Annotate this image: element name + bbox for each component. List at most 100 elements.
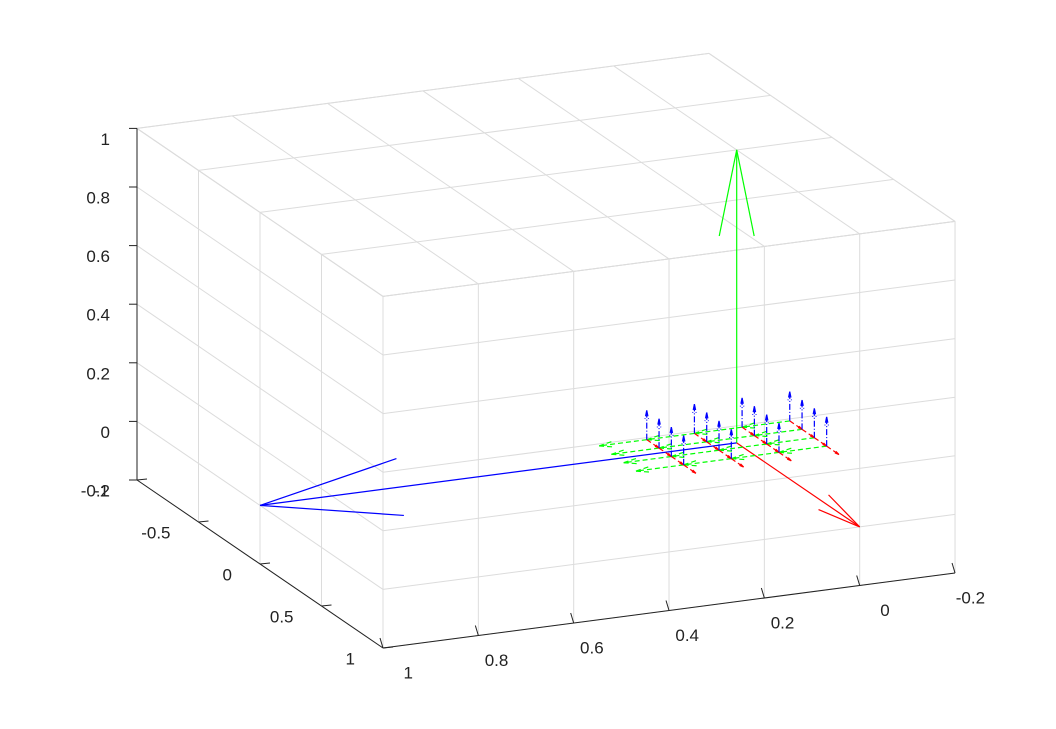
arrow [736, 442, 861, 528]
x-tick-label: 0.6 [580, 638, 604, 657]
arrow-head [742, 426, 757, 429]
y-tick [259, 562, 271, 565]
x-tick-label: 1 [404, 663, 413, 682]
arrow-head [778, 447, 793, 453]
y-tick [382, 646, 394, 649]
arrow-head [646, 439, 662, 442]
arrow-shaft [683, 458, 732, 466]
box-edge [382, 220, 956, 297]
z-tick-label: 0.6 [86, 247, 110, 266]
arrow-shaft [778, 445, 827, 453]
arrow-head [789, 391, 793, 401]
arrow-head [741, 397, 745, 407]
arrow [766, 437, 815, 446]
box-edge [136, 52, 710, 129]
arrow-head [718, 420, 722, 430]
y-tick [198, 520, 209, 523]
arrow-head [750, 433, 755, 437]
arrow [814, 437, 828, 447]
arrow-shaft [718, 443, 767, 451]
arrow [787, 391, 793, 421]
arrow-head [731, 458, 746, 461]
arrow-shaft [706, 434, 755, 443]
grid-line [382, 455, 956, 532]
arrow [598, 439, 647, 448]
arrow-head [726, 456, 732, 460]
arrow-head [762, 441, 767, 445]
arrow-head [598, 440, 613, 447]
arrow-head [834, 452, 840, 456]
arrow-head [659, 447, 674, 450]
y-tick [136, 478, 148, 481]
arrow-head [714, 447, 720, 451]
arrow-head [810, 435, 815, 439]
y-tick-label: -1 [94, 481, 109, 500]
arrow-head [731, 453, 746, 460]
arrow-head [658, 418, 662, 428]
z-tick-label: 0 [101, 423, 110, 442]
arrow [799, 399, 805, 430]
box-edge [136, 127, 384, 297]
x-tick [570, 612, 575, 624]
y-tick [321, 604, 332, 607]
arrow [671, 449, 720, 459]
arrow [706, 434, 755, 444]
arrow [778, 445, 827, 454]
y-tick-label: 0 [223, 565, 232, 584]
arrow-head [694, 432, 709, 436]
grid-line [259, 136, 833, 213]
z-tick-label: -0.2 [81, 481, 110, 500]
arrow [739, 397, 745, 428]
box-edge [708, 52, 956, 222]
x-tick [856, 575, 861, 586]
arrow-head [826, 416, 829, 426]
arrow-head [828, 494, 861, 528]
arrow [704, 412, 710, 442]
arrow-head [611, 449, 626, 455]
arrow-head [679, 462, 684, 466]
x-tick-label: -0.2 [956, 588, 985, 607]
y-tick-label: -0.5 [141, 523, 170, 542]
arrow-shaft [646, 432, 695, 441]
arrow [730, 458, 745, 468]
arrow [752, 406, 757, 436]
arrow-head [259, 504, 404, 517]
arrow-head [818, 508, 860, 528]
arrow-head [739, 464, 744, 468]
arrow-shaft [742, 420, 790, 428]
grid-line [136, 186, 384, 356]
arrow-head [702, 439, 707, 443]
arrow-head [666, 454, 672, 458]
arrow [718, 443, 767, 452]
arrow-head [718, 449, 734, 452]
arrow-head [754, 430, 769, 437]
x-tick-label: 0.8 [485, 651, 509, 670]
arrow [623, 455, 672, 465]
arrow [716, 420, 722, 451]
x-tick [665, 600, 670, 611]
arrow [801, 428, 815, 439]
arrow [644, 410, 650, 440]
arrow-shaft [731, 451, 780, 460]
arrow [681, 435, 686, 465]
arrow-head [730, 429, 734, 439]
arrow [764, 414, 770, 444]
arrow-head [671, 455, 686, 459]
arrow-shaft [598, 439, 647, 447]
arrow-head [706, 436, 721, 443]
arrow-head [753, 406, 757, 416]
arrow-head [706, 441, 722, 444]
x-tick-label: 0.4 [675, 626, 699, 645]
arrow-head [718, 149, 738, 237]
z-tick-label: 0.2 [86, 364, 110, 383]
arrow-shaft [658, 441, 707, 449]
grid-line [321, 178, 894, 255]
arrow [741, 420, 790, 429]
grid-line [136, 245, 384, 415]
arrow-shaft [766, 437, 815, 445]
grid-line [198, 94, 771, 171]
arrow [754, 428, 803, 438]
x-tick-label: 0 [880, 601, 889, 620]
arrow-head [766, 443, 782, 446]
